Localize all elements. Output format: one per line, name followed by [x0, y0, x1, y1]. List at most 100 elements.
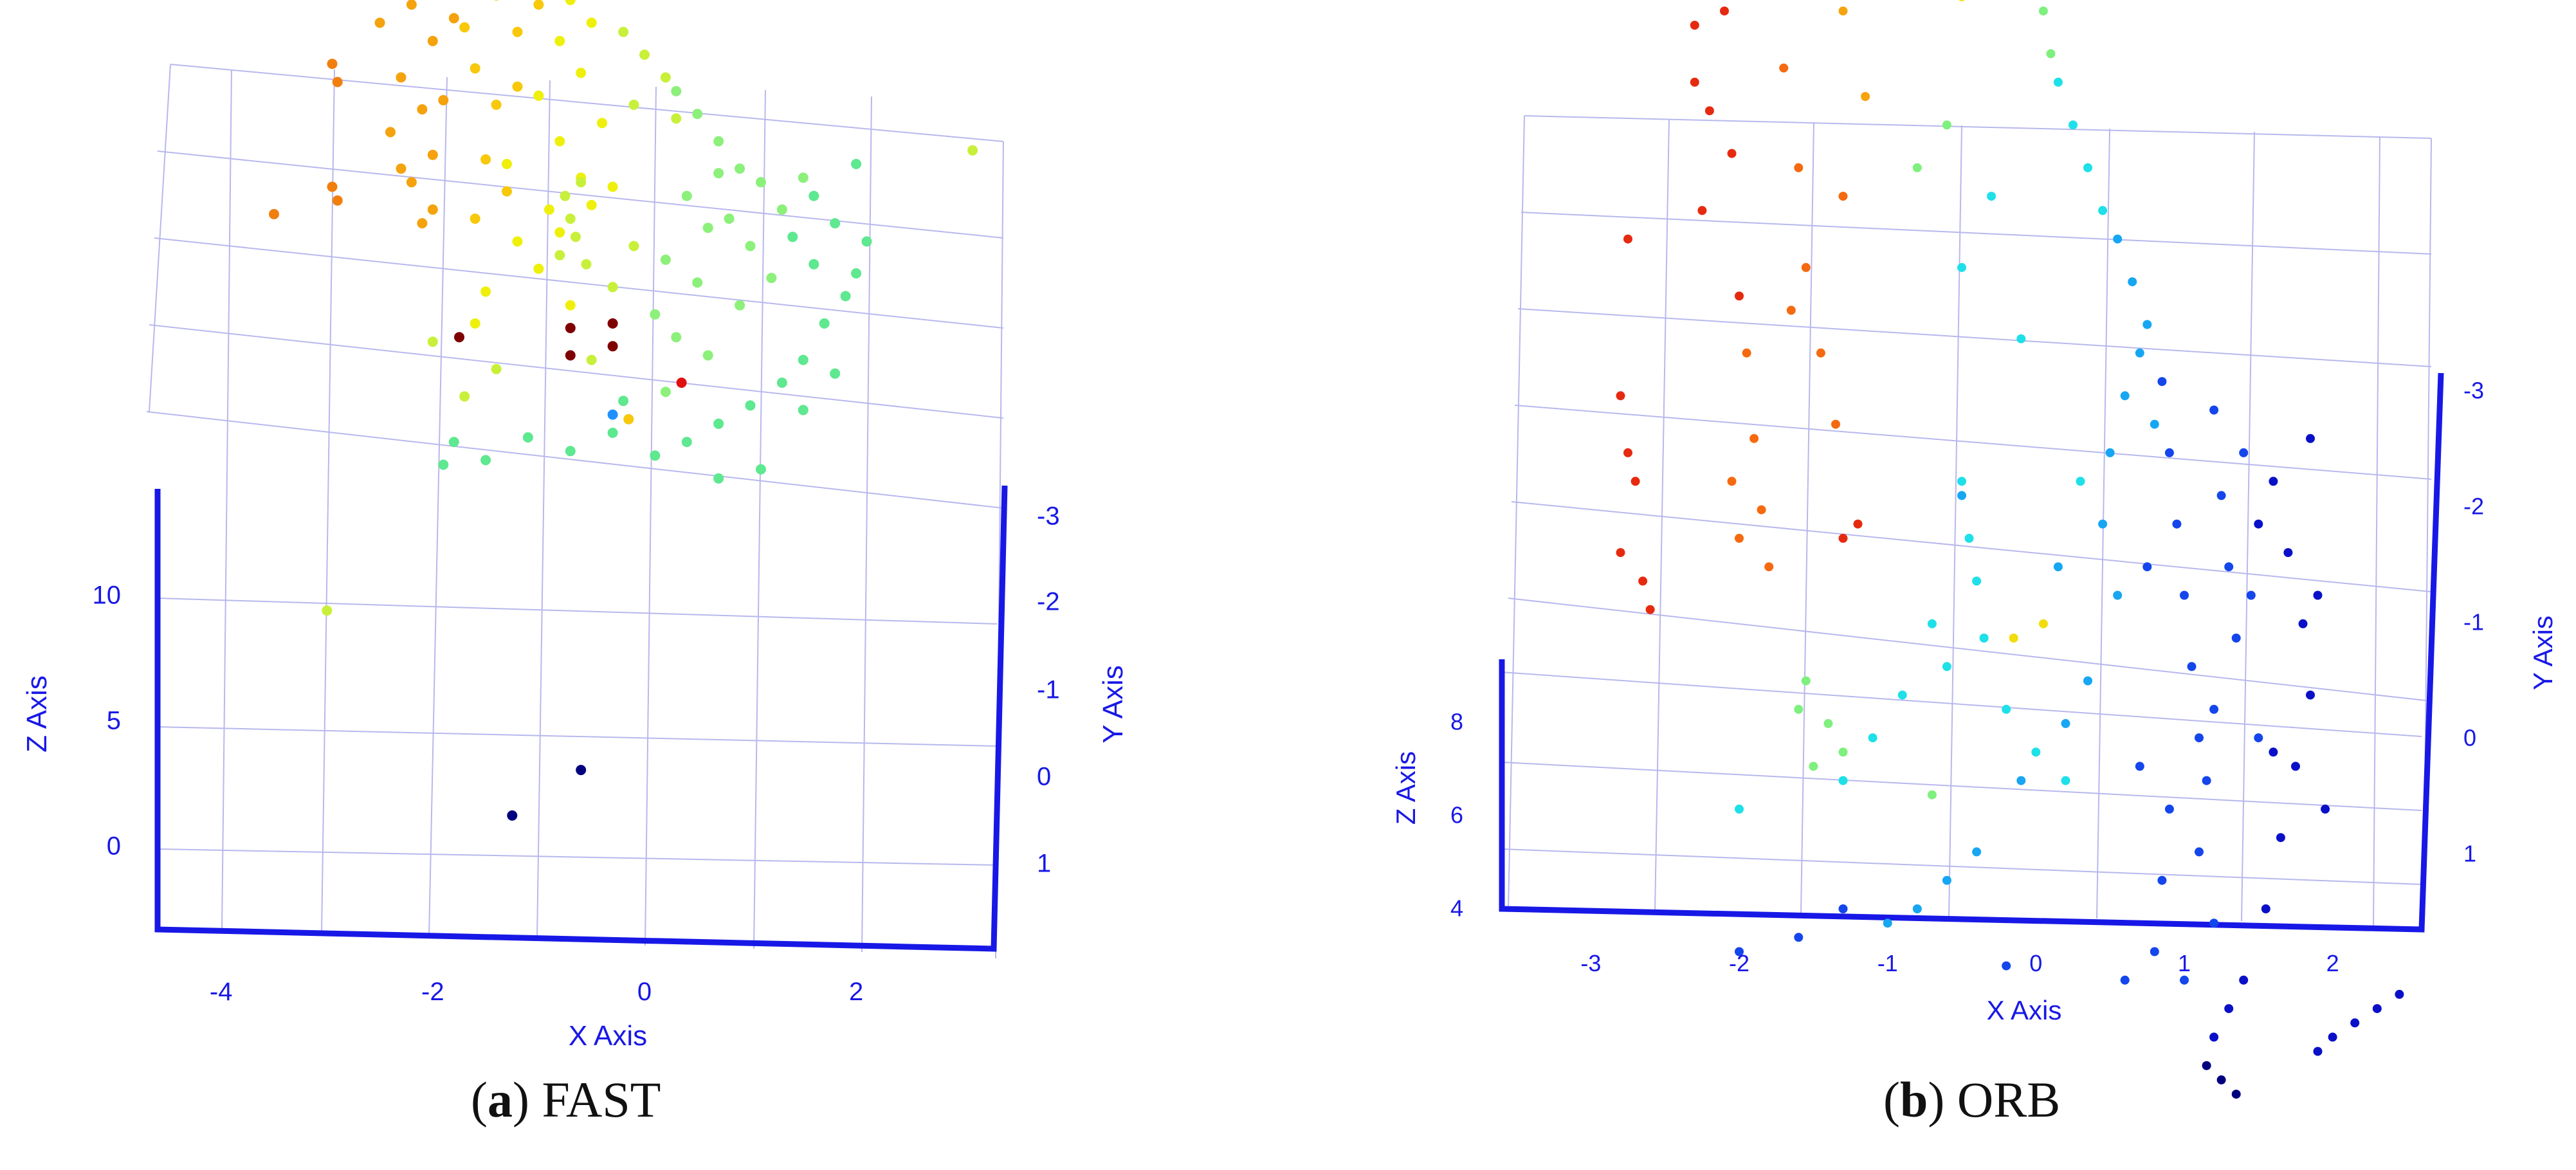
point — [586, 199, 597, 210]
point — [787, 232, 798, 242]
point — [671, 332, 682, 343]
point — [776, 378, 787, 388]
point — [1616, 391, 1625, 401]
point — [2157, 377, 2167, 387]
point — [2313, 590, 2323, 600]
point — [2246, 590, 2256, 600]
point — [417, 104, 428, 114]
point — [623, 414, 634, 425]
panel-a-z-ticks: 0 5 10 — [93, 581, 122, 861]
point — [851, 159, 862, 169]
point — [480, 455, 491, 466]
point — [745, 400, 756, 411]
point — [2195, 733, 2204, 743]
point — [1957, 477, 1966, 486]
point — [533, 263, 544, 274]
point — [808, 190, 819, 201]
panel-a-grid — [146, 64, 1004, 959]
point — [2098, 206, 2108, 215]
point — [660, 387, 671, 398]
z-tick-label: 0 — [107, 832, 121, 861]
point — [2046, 49, 2056, 59]
point — [2061, 776, 2070, 785]
z-tick-label: 4 — [1450, 895, 1463, 922]
point — [322, 605, 333, 616]
point — [2202, 776, 2211, 785]
point — [2306, 690, 2315, 700]
point — [2038, 619, 2048, 628]
point — [967, 145, 978, 156]
point — [2142, 320, 2152, 329]
point — [597, 118, 608, 129]
point — [2209, 704, 2219, 714]
panel-b-z-axis-title: Z Axis — [1391, 751, 1421, 825]
point — [1623, 448, 1632, 457]
point — [427, 35, 438, 46]
point — [2172, 519, 2182, 529]
point — [660, 72, 671, 83]
y-tick-label: 0 — [1037, 763, 1051, 791]
point — [417, 218, 428, 229]
point — [735, 163, 745, 174]
point — [448, 13, 459, 24]
x-tick-label: 2 — [2326, 950, 2339, 976]
point — [840, 291, 851, 302]
panel-a-x-ticks: -4 -2 0 2 — [210, 978, 863, 1006]
point — [502, 186, 512, 197]
y-tick-label: -3 — [2463, 378, 2484, 404]
point — [1979, 634, 1989, 643]
x-tick-label: -2 — [1729, 950, 1749, 976]
point — [650, 309, 661, 320]
x-tick-label: -1 — [1877, 950, 1898, 976]
panel-a-caption-text: FAST — [542, 1072, 661, 1128]
point — [565, 300, 576, 311]
point — [671, 113, 682, 124]
point — [607, 181, 618, 192]
point — [1816, 348, 1825, 358]
point — [2239, 448, 2249, 457]
point — [713, 136, 724, 147]
point — [776, 204, 787, 215]
point — [1927, 619, 1937, 628]
point — [702, 223, 713, 233]
point — [2157, 875, 2167, 885]
point — [507, 810, 518, 821]
point — [2142, 562, 2152, 572]
point — [438, 459, 449, 470]
point — [2083, 676, 2092, 686]
point — [607, 318, 618, 329]
point — [2016, 776, 2026, 785]
point — [756, 464, 766, 475]
point — [565, 446, 576, 457]
point — [1987, 192, 1996, 201]
point — [2180, 975, 2189, 985]
point — [2216, 491, 2226, 500]
point — [1942, 120, 1951, 130]
point — [396, 163, 406, 174]
point — [1942, 875, 1951, 885]
point — [2002, 704, 2011, 714]
panel-b-z-ticks: 4 6 8 — [1450, 709, 1463, 922]
point — [2269, 747, 2278, 757]
point — [491, 363, 502, 374]
panel-b-y-axis-title: Y Axis — [2528, 616, 2558, 690]
point — [808, 259, 819, 270]
point — [713, 418, 724, 429]
point — [1838, 192, 1848, 201]
point — [1809, 762, 1818, 771]
point — [502, 159, 512, 169]
z-tick-label: 6 — [1450, 802, 1463, 828]
x-tick-label: 0 — [637, 978, 652, 1006]
point — [554, 35, 565, 46]
point — [269, 208, 279, 219]
point — [2120, 975, 2130, 985]
point — [1735, 533, 1744, 543]
point — [1727, 149, 1737, 158]
point — [1838, 904, 1848, 913]
point — [1786, 306, 1796, 315]
point — [2202, 1061, 2211, 1070]
point — [332, 195, 343, 206]
point — [1964, 533, 1974, 543]
point — [1868, 733, 1877, 743]
y-tick-label: -2 — [2463, 493, 2484, 520]
